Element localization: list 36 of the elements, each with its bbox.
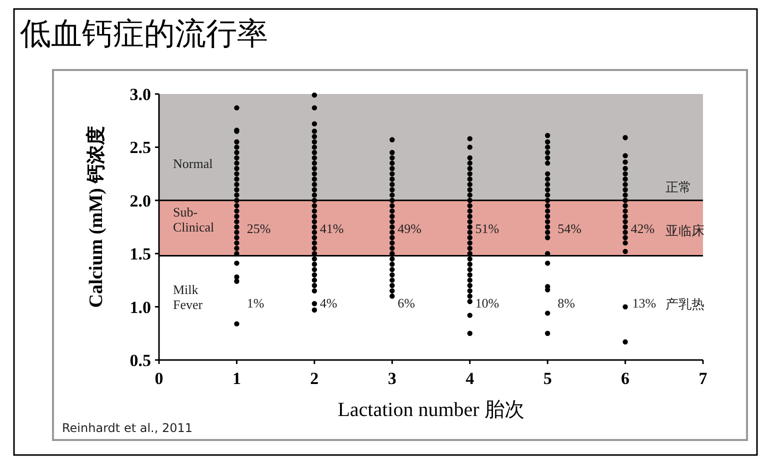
annotation: 54% <box>558 221 582 236</box>
annotation: Sub- Clinical <box>172 204 215 234</box>
y-tick-label: 1.5 <box>130 244 151 264</box>
x-tick-label: 5 <box>543 369 552 388</box>
x-tick-label: 1 <box>232 369 241 388</box>
x-tick-label: 4 <box>466 369 475 388</box>
y-tick-label: 1.0 <box>130 298 151 317</box>
annotation: 4% <box>320 296 338 311</box>
x-axis-title: Lactation number 胎次 <box>338 399 524 421</box>
annotation: 产乳热 <box>666 296 705 312</box>
text: Reinhardt et al., 2011 <box>62 421 193 435</box>
x-tick-label: 3 <box>388 369 396 388</box>
y-tick-label: 2.0 <box>130 191 151 210</box>
annotation: Milk Fever <box>172 282 204 312</box>
annotation: 8% <box>558 296 576 311</box>
annotation: 25% <box>246 221 271 236</box>
annotation: 10% <box>475 296 500 311</box>
annotation: 51% <box>475 221 500 236</box>
annotation: 6% <box>398 296 416 311</box>
annotation: 42% <box>630 221 655 236</box>
annotation: Normal <box>172 156 214 172</box>
y-tick-label: 0.5 <box>130 351 151 370</box>
y-tick-label: 2.5 <box>130 138 151 158</box>
y-axis-title: Calcium (mM) 钙浓度 <box>85 126 107 308</box>
x-tick-label: 2 <box>310 369 319 388</box>
y-tick-label: 3.0 <box>130 85 151 104</box>
annotation: 正常 <box>666 180 692 195</box>
annotation: 13% <box>632 296 656 311</box>
chart-title: 低血钙症的流行率 <box>20 16 268 52</box>
annotation: 49% <box>398 221 422 236</box>
x-tick-label: 7 <box>698 369 708 388</box>
annotation: 亚临床 <box>666 223 705 238</box>
annotation: 1% <box>246 296 264 311</box>
x-tick-label: 0 <box>154 369 164 388</box>
annotation: 41% <box>320 221 344 236</box>
x-tick-label: 6 <box>621 369 630 388</box>
